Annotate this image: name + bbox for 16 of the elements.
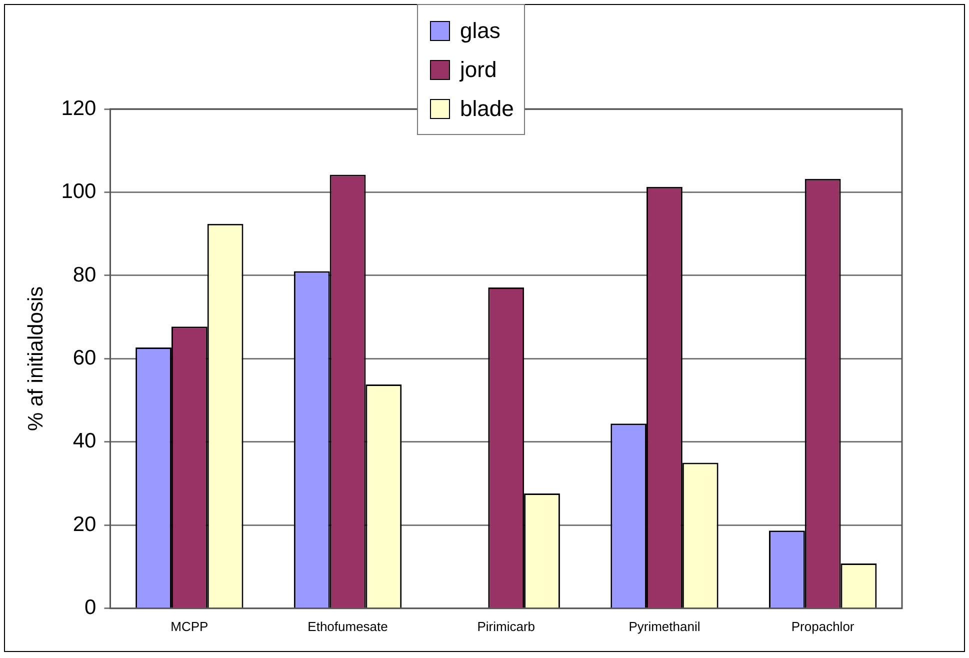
y-axis-title: % af initialdosis [24,286,48,432]
y-tick-label: 0 [84,596,96,620]
y-tick-label: 20 [72,512,96,536]
legend-label: blade [460,95,514,123]
x-tick-label: Propachlor [791,618,855,634]
x-tick-label: MCPP [170,618,208,634]
y-tick-label: 80 [72,263,96,286]
x-tick-label: Pyrimethanil [628,618,700,634]
legend-label: jord [460,56,497,84]
y-tick-label: 100 [61,180,96,204]
y-tick-label: 120 [61,96,96,120]
y-tick-label: 40 [72,430,96,453]
x-tick-label: Pirimicarb [477,618,536,634]
x-tick-label: Ethofumesate [308,618,388,634]
y-tick-label: 60 [72,346,96,370]
legend-label: glas [460,17,500,45]
